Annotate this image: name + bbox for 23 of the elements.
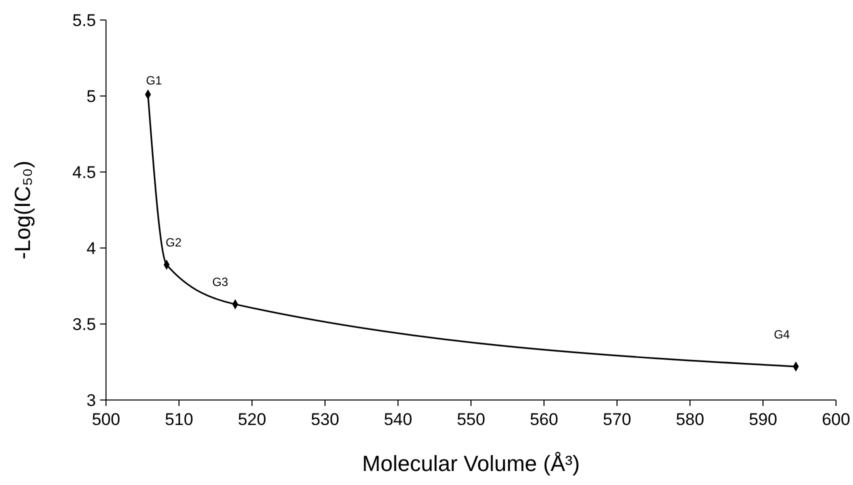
y-axis-title: -Log(IC₅₀) [10, 160, 35, 260]
x-tick-label: 590 [748, 410, 778, 429]
x-tick-label: 540 [384, 410, 412, 429]
annotation: G3 [212, 275, 229, 290]
x-tick-label: 600 [822, 410, 850, 429]
x-tick-label: 550 [456, 410, 486, 429]
x-tick-label: 580 [676, 410, 704, 429]
y-tick-label: 3.5 [72, 314, 96, 334]
annotation: G4 [774, 328, 790, 342]
x-tick-label: 560 [530, 410, 558, 429]
x-tick-label: 520 [238, 410, 266, 429]
x-axis-title: Molecular Volume (Å³) [362, 451, 580, 476]
y-tick-label: 3 [86, 390, 96, 410]
y-tick-label: 4.5 [72, 162, 96, 182]
y-tick-label: 5.5 [72, 10, 96, 30]
annotation: G1 [146, 73, 162, 88]
annotation: G2 [166, 236, 182, 250]
x-tick-label: 510 [164, 410, 194, 429]
x-tick-label: 500 [92, 410, 120, 429]
y-tick-label: 4 [86, 238, 96, 258]
x-tick-label: 570 [602, 410, 632, 429]
x-tick-label: 530 [310, 410, 340, 429]
y-tick-label: 5 [86, 86, 96, 106]
